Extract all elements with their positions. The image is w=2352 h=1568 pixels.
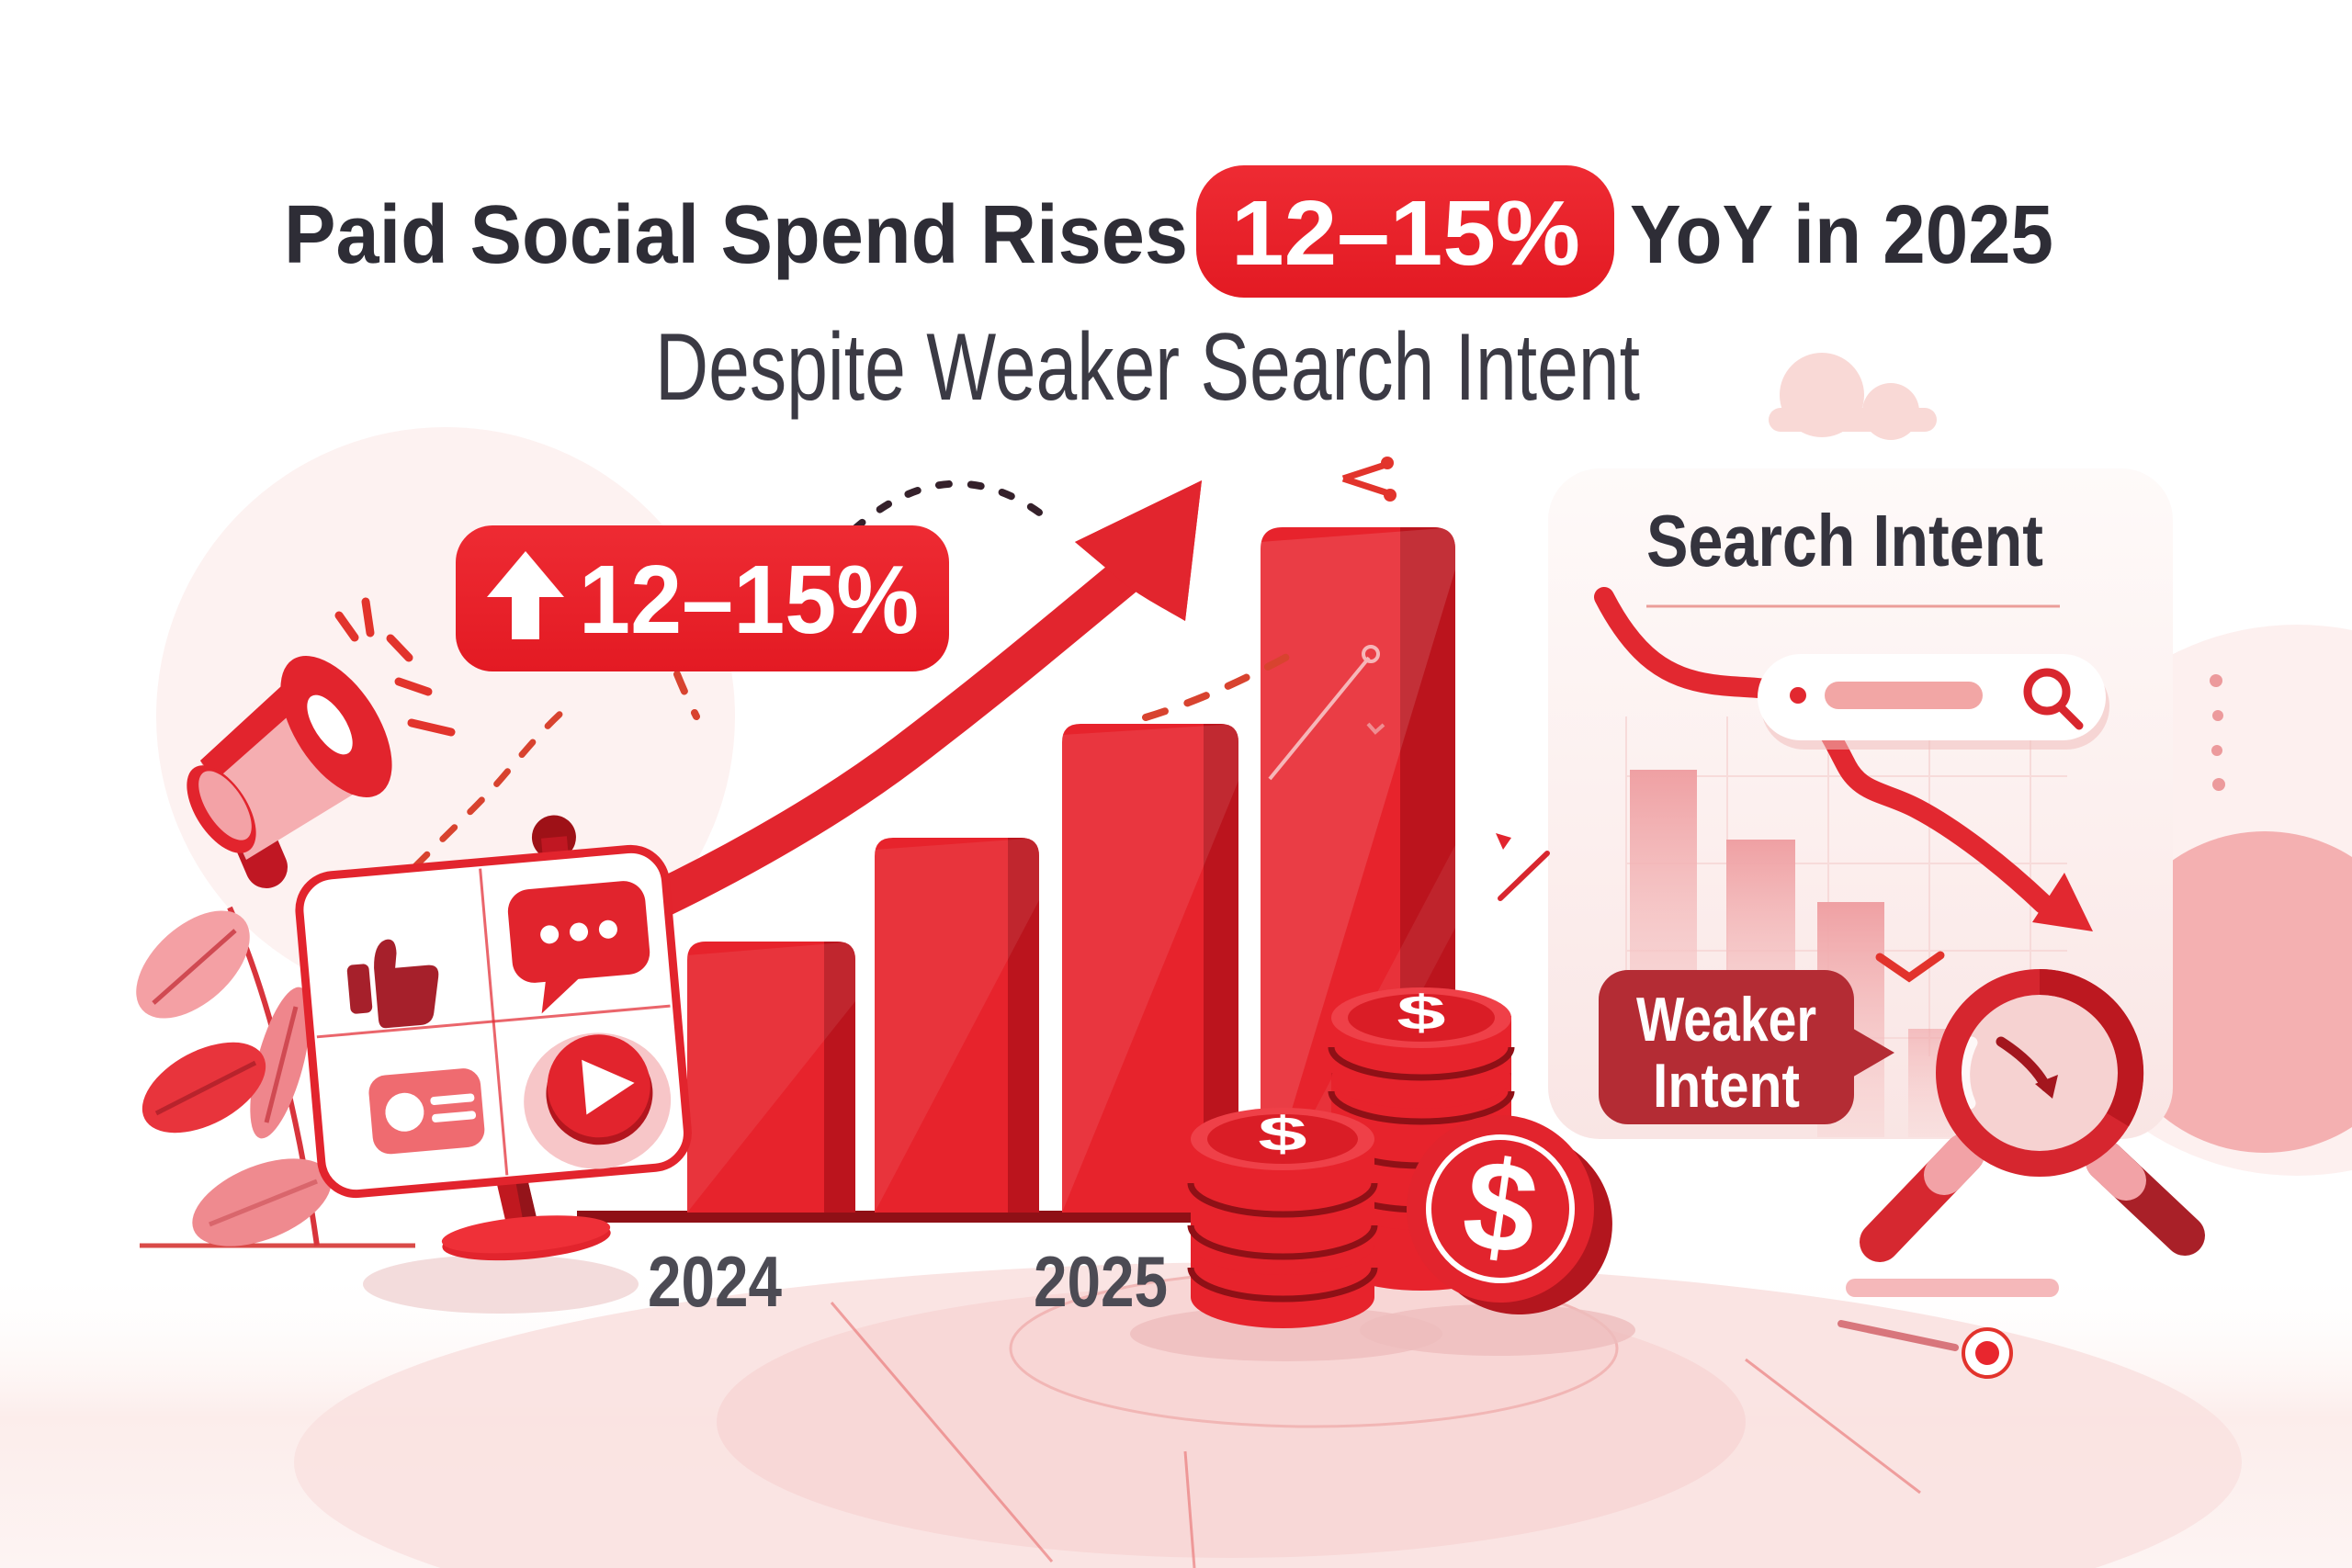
svg-text:2024: 2024 <box>648 1241 782 1322</box>
svg-text:$: $ <box>1258 1108 1306 1162</box>
svg-text:Paid Social Spend Rises: Paid Social Spend Rises <box>284 189 1188 281</box>
svg-text:Search Intent: Search Intent <box>1646 500 2043 581</box>
svg-text:$: $ <box>1396 987 1445 1041</box>
svg-text:12–15%: 12–15% <box>1231 182 1580 285</box>
svg-text:Weaker: Weaker <box>1636 985 1816 1055</box>
svg-text:YoY in 2025: YoY in 2025 <box>1630 189 2053 281</box>
svg-text:2025: 2025 <box>1034 1241 1168 1322</box>
svg-text:12–15%: 12–15% <box>579 546 919 654</box>
svg-text:Intent: Intent <box>1653 1051 1800 1121</box>
svg-text:Despite Weaker Search Intent: Despite Weaker Search Intent <box>655 314 1640 421</box>
